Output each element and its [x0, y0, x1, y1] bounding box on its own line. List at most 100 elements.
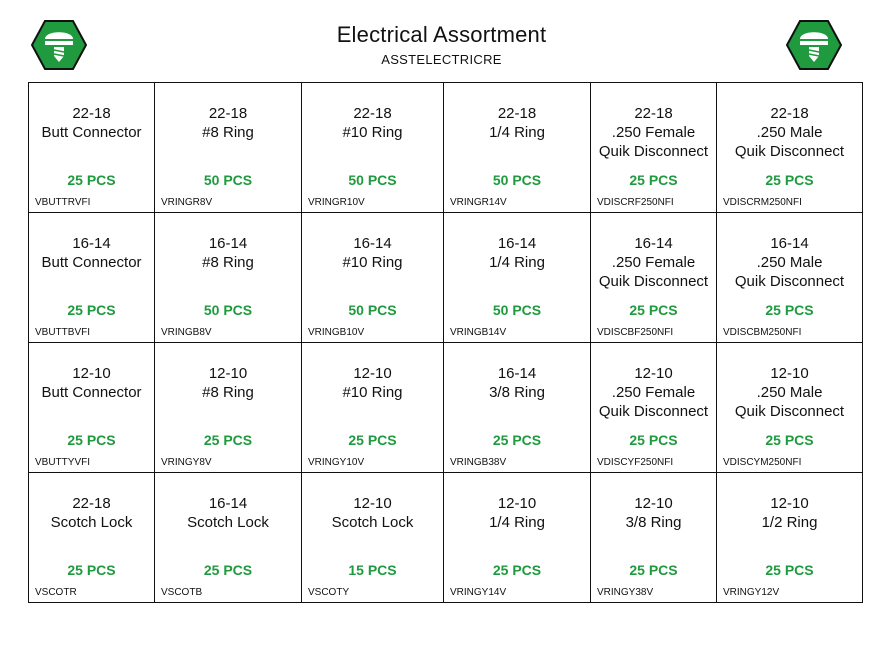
quantity-label: 25 PCS — [67, 432, 116, 448]
product-cell: 16-14 Butt Connector 25 PCS VBUTTBVFI — [28, 212, 155, 343]
page-header: Electrical Assortment ASSTELECTRICRE — [0, 22, 883, 67]
product-cell: 12-10 3/8 Ring 25 PCS VRINGY38V — [590, 472, 717, 603]
grid-row: 16-14 Butt Connector 25 PCS VBUTTBVFI 16-14 #… — [28, 212, 863, 343]
product-cell: 12-10 .250 Male Quik Disconnect 25 PCS VDIS… — [716, 342, 863, 473]
sku-code: VDISCRF250NFI — [597, 197, 674, 208]
sku-code: VRINGB8V — [161, 327, 212, 338]
wire-gauge-label: 12-10 — [353, 495, 392, 512]
product-cell: 16-14 1/4 Ring 50 PCS VRINGB14V — [443, 212, 591, 343]
quantity-label: 50 PCS — [203, 172, 253, 188]
product-name: #10 Ring — [342, 384, 403, 401]
wire-gauge-label: 12-10 — [770, 365, 809, 382]
grid-row: 12-10 Butt Connector 25 PCS VBUTTYVFI 12-10 #… — [28, 342, 863, 473]
product-name: 3/8 Ring — [489, 384, 545, 401]
product-cell: 16-14 .250 Female Quik Disconnect 25 PCS VD… — [590, 212, 717, 343]
product-name: Scotch Lock — [187, 514, 269, 531]
product-cell: 16-14 #8 Ring 50 PCS VRINGB8V — [154, 212, 302, 343]
product-cell: 22-18 #10 Ring 50 PCS VRINGR10V — [301, 82, 444, 213]
product-cell: 12-10 Scotch Lock 15 PCS VSCOTY — [301, 472, 444, 603]
product-cell: 22-18 .250 Male Quik Disconnect 25 PCS VDIS… — [716, 82, 863, 213]
sku-code: VRINGY12V — [723, 587, 780, 598]
wire-gauge-label: 12-10 — [497, 495, 537, 512]
product-name: 1/2 Ring — [761, 514, 818, 531]
screw-icon — [786, 20, 842, 70]
sku-code: VSCOTB — [161, 587, 203, 598]
quantity-label: 25 PCS — [492, 562, 542, 578]
product-name: #10 Ring — [342, 254, 403, 271]
quantity-label: 25 PCS — [492, 432, 542, 448]
quantity-label: 50 PCS — [348, 172, 397, 188]
wire-gauge-label: 22-18 — [208, 105, 248, 122]
product-name: Butt Connector — [41, 254, 142, 271]
sku-code: VRINGY38V — [597, 587, 654, 598]
sku-code: VBUTTRVFI — [35, 197, 91, 208]
wire-gauge-label: 16-14 — [497, 235, 537, 252]
wire-gauge-label: 22-18 — [72, 105, 111, 122]
product-cell: 16-14 3/8 Ring 25 PCS VRINGB38V — [443, 342, 591, 473]
product-cell: 16-14 .250 Male Quik Disconnect 25 PCS VDIS… — [716, 212, 863, 343]
product-name: .250 Female Quik Disconnect — [598, 124, 709, 160]
quantity-label: 25 PCS — [765, 562, 814, 578]
sku-code: VDISCBM250NFI — [723, 327, 802, 338]
product-cell: 22-18 Butt Connector 25 PCS VBUTTRVFI — [28, 82, 155, 213]
wire-gauge-label: 12-10 — [634, 495, 673, 512]
product-name: 1/4 Ring — [489, 124, 545, 141]
quantity-label: 25 PCS — [629, 432, 678, 448]
quantity-label: 25 PCS — [203, 562, 253, 578]
product-grid: 22-18 Butt Connector 25 PCS VBUTTRVFI 22-18 #… — [28, 82, 863, 603]
product-name: #8 Ring — [202, 124, 254, 141]
screw-icon — [31, 20, 87, 70]
quantity-label: 25 PCS — [67, 562, 116, 578]
sku-code: VBUTTYVFI — [35, 457, 91, 468]
quantity-label: 50 PCS — [492, 302, 542, 318]
sku-code: VBUTTBVFI — [35, 327, 91, 338]
product-cell: 12-10 Butt Connector 25 PCS VBUTTYVFI — [28, 342, 155, 473]
wire-gauge-label: 12-10 — [72, 365, 111, 382]
wire-gauge-label: 22-18 — [634, 105, 673, 122]
sku-code: VDISCYF250NFI — [597, 457, 674, 468]
sku-code: VRINGB38V — [450, 457, 507, 468]
wire-gauge-label: 22-18 — [497, 105, 537, 122]
sku-code: VDISCRM250NFI — [723, 197, 802, 208]
sku-code: VDISCBF250NFI — [597, 327, 674, 338]
wire-gauge-label: 12-10 — [353, 365, 392, 382]
wire-gauge-label: 16-14 — [634, 235, 673, 252]
product-name: Butt Connector — [41, 124, 142, 141]
product-name: 1/4 Ring — [489, 254, 545, 271]
wire-gauge-label: 22-18 — [72, 495, 111, 512]
quantity-label: 25 PCS — [67, 302, 116, 318]
product-cell: 12-10 1/4 Ring 25 PCS VRINGY14V — [443, 472, 591, 603]
quantity-label: 25 PCS — [203, 432, 253, 448]
wire-gauge-label: 12-10 — [770, 495, 809, 512]
product-cell: 16-14 Scotch Lock 25 PCS VSCOTB — [154, 472, 302, 603]
sku-code: VRINGR14V — [450, 197, 507, 208]
product-cell: 22-18 #8 Ring 50 PCS VRINGR8V — [154, 82, 302, 213]
sku-code: VRINGB10V — [308, 327, 365, 338]
product-name: .250 Male Quik Disconnect — [734, 384, 845, 420]
page-subtitle: ASSTELECTRICRE — [381, 52, 502, 67]
product-name: #8 Ring — [202, 384, 254, 401]
sku-code: VRINGR8V — [161, 197, 213, 208]
quantity-label: 25 PCS — [67, 172, 116, 188]
sku-code: VRINGB14V — [450, 327, 507, 338]
wire-gauge-label: 12-10 — [634, 365, 673, 382]
sku-code: VRINGR10V — [308, 197, 365, 208]
product-cell: 22-18 1/4 Ring 50 PCS VRINGR14V — [443, 82, 591, 213]
quantity-label: 25 PCS — [629, 172, 678, 188]
wire-gauge-label: 16-14 — [208, 495, 248, 512]
quantity-label: 25 PCS — [629, 562, 678, 578]
product-name: .250 Female Quik Disconnect — [598, 254, 709, 290]
product-cell: 12-10 1/2 Ring 25 PCS VRINGY12V — [716, 472, 863, 603]
wire-gauge-label: 12-10 — [208, 365, 248, 382]
product-cell: 12-10 #8 Ring 25 PCS VRINGY8V — [154, 342, 302, 473]
product-name: #10 Ring — [342, 124, 403, 141]
product-cell: 12-10 .250 Female Quik Disconnect 25 PCS VD… — [590, 342, 717, 473]
quantity-label: 25 PCS — [765, 432, 814, 448]
product-name: Scotch Lock — [50, 514, 133, 531]
sku-code: VSCOTR — [35, 587, 77, 598]
wire-gauge-label: 16-14 — [770, 235, 809, 252]
wire-gauge-label: 16-14 — [353, 235, 392, 252]
product-name: 3/8 Ring — [625, 514, 682, 531]
sku-code: VRINGY10V — [308, 457, 365, 468]
page-title: Electrical Assortment — [336, 22, 547, 47]
